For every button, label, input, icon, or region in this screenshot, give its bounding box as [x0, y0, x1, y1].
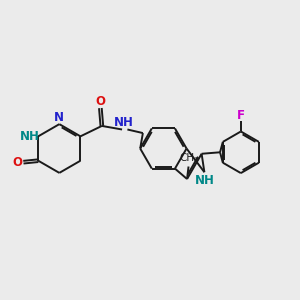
Text: CH₃: CH₃ — [179, 153, 198, 163]
Text: O: O — [12, 156, 22, 169]
Text: NH: NH — [20, 130, 39, 143]
Text: N: N — [54, 111, 64, 124]
Text: F: F — [237, 109, 245, 122]
Text: O: O — [95, 95, 105, 108]
Text: NH: NH — [194, 174, 214, 187]
Text: NH: NH — [114, 116, 134, 130]
